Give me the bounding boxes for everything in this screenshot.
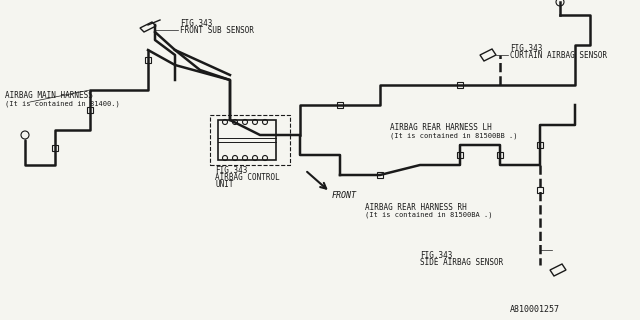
Text: (It is contained in 81400.): (It is contained in 81400.) (5, 100, 120, 107)
Text: (It is contained in 81500BA .): (It is contained in 81500BA .) (365, 212, 493, 219)
Text: AIRBAG REAR HARNESS RH: AIRBAG REAR HARNESS RH (365, 203, 467, 212)
Text: FRONT SUB SENSOR: FRONT SUB SENSOR (180, 26, 254, 35)
Text: FIG.343: FIG.343 (180, 19, 212, 28)
Text: (It is contained in 81500BB .): (It is contained in 81500BB .) (390, 132, 518, 139)
Text: CURTAIN AIRBAG SENSOR: CURTAIN AIRBAG SENSOR (510, 51, 607, 60)
Text: UNIT: UNIT (215, 180, 234, 189)
Text: SIDE AIRBAG SENSOR: SIDE AIRBAG SENSOR (420, 258, 503, 267)
Text: FIG.343: FIG.343 (510, 44, 542, 53)
Text: AIRBAG CONTROL: AIRBAG CONTROL (215, 173, 280, 182)
Text: AIRBAG REAR HARNESS LH: AIRBAG REAR HARNESS LH (390, 123, 492, 132)
Text: FIG.343: FIG.343 (215, 166, 248, 175)
Text: A810001257: A810001257 (510, 305, 560, 314)
Text: FRONT: FRONT (332, 191, 357, 200)
Text: AIRBAG MAIN HARNESS: AIRBAG MAIN HARNESS (5, 91, 93, 100)
Text: FIG.343: FIG.343 (420, 251, 452, 260)
